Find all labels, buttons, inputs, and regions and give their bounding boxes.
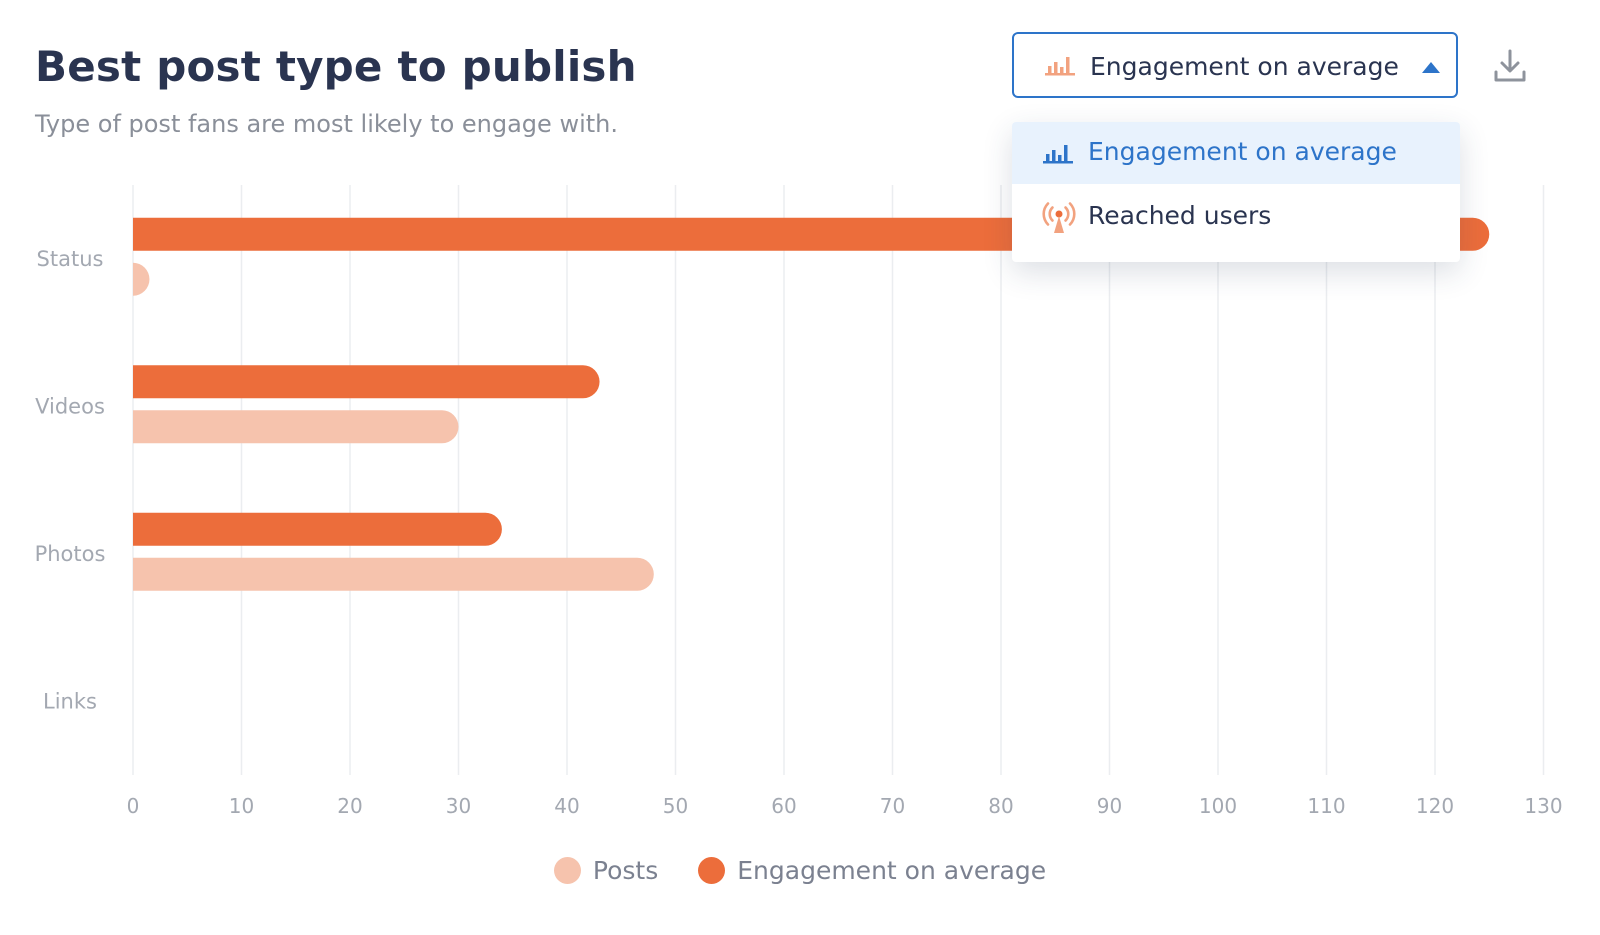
x-tick-label: 10 — [229, 794, 254, 818]
bar-chart-icon — [1042, 142, 1074, 168]
x-tick-label: 100 — [1199, 794, 1237, 818]
bar-posts-photos[interactable] — [133, 557, 654, 591]
menu-item-reached-users[interactable]: Reached users — [1012, 186, 1460, 248]
chart-legend: Posts Engagement on average — [0, 850, 1600, 890]
caret-up-icon — [1422, 62, 1440, 73]
x-tick-label: 130 — [1524, 794, 1562, 818]
menu-item-label: Engagement on average — [1088, 137, 1397, 166]
x-tick-label: 90 — [1097, 794, 1122, 818]
chart-subtitle: Type of post fans are most likely to eng… — [35, 110, 618, 138]
y-tick-label: Photos — [35, 542, 106, 566]
bar-engagement-on-average-videos[interactable] — [133, 365, 600, 399]
legend-item-engagement[interactable]: Engagement on average — [698, 856, 1046, 885]
x-tick-label: 40 — [554, 794, 579, 818]
legend-swatch-posts — [553, 856, 581, 884]
x-tick-label: 30 — [446, 794, 471, 818]
bar-posts-videos[interactable] — [133, 410, 459, 444]
legend-label-posts: Posts — [592, 855, 659, 885]
x-tick-label: 80 — [988, 794, 1013, 818]
download-icon — [1492, 49, 1528, 88]
bar-posts-status[interactable] — [133, 262, 150, 296]
bar-chart-icon — [1044, 54, 1076, 80]
bar-engagement-on-average-photos[interactable] — [133, 512, 502, 546]
legend-item-posts[interactable]: Posts — [553, 855, 659, 885]
legend-swatch-engagement — [698, 856, 726, 884]
x-tick-label: 20 — [337, 794, 362, 818]
metric-dropdown-menu: Engagement on average Reached users — [1012, 122, 1460, 262]
x-tick-label: 50 — [663, 794, 688, 818]
download-button[interactable] — [1492, 48, 1528, 84]
legend-label-engagement: Engagement on average — [737, 855, 1047, 885]
x-tick-label: 60 — [771, 794, 796, 818]
menu-item-label: Reached users — [1088, 201, 1272, 230]
chart-title: Best post type to publish — [35, 42, 637, 91]
y-tick-label: Status — [37, 247, 104, 271]
y-tick-label: Links — [43, 689, 97, 713]
x-tick-label: 120 — [1416, 794, 1454, 818]
x-tick-label: 70 — [880, 794, 905, 818]
x-tick-label: 0 — [127, 794, 140, 818]
broadcast-icon — [1042, 202, 1076, 238]
menu-item-engagement-on-average[interactable]: Engagement on average — [1012, 122, 1460, 184]
x-tick-label: 110 — [1307, 794, 1345, 818]
y-tick-label: Videos — [35, 394, 105, 418]
metric-select-value: Engagement on average — [1090, 52, 1399, 81]
metric-select-dropdown[interactable]: Engagement on average — [1012, 32, 1458, 98]
